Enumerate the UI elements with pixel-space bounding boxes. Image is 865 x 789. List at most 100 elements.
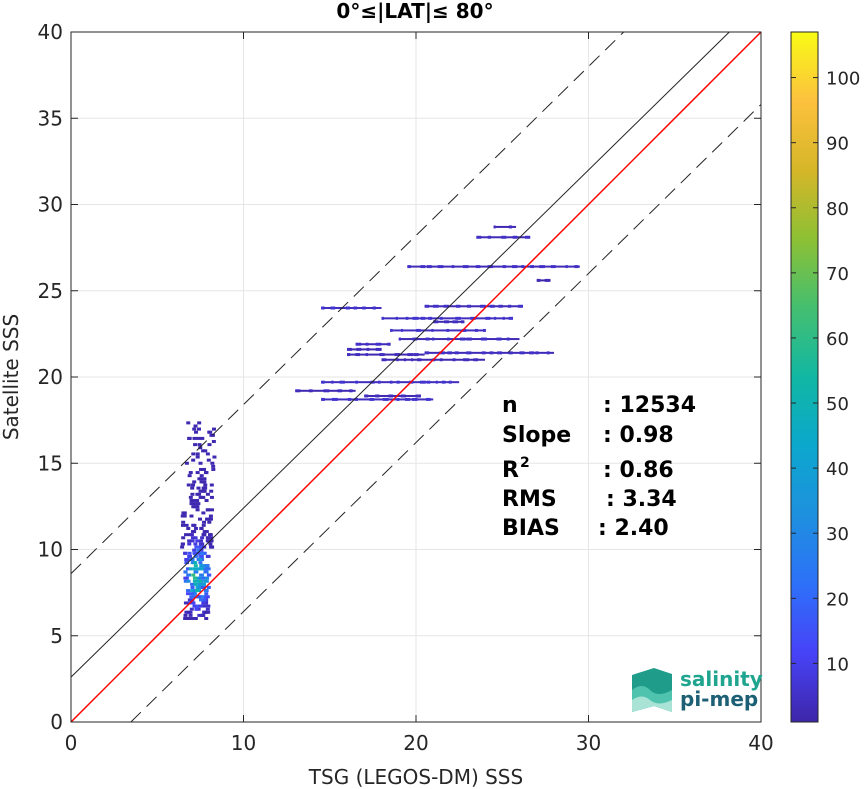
- heatmap-cell: [448, 380, 452, 384]
- y-axis-ticks: 0 5 10 15 20 25 30 35 40: [38, 20, 761, 734]
- heatmap-cell: [200, 567, 205, 571]
- heatmap-cell: [354, 397, 358, 401]
- heatmap-cell: [195, 492, 200, 496]
- heatmap-cell: [502, 316, 505, 320]
- heatmap-cell: [455, 316, 461, 320]
- heatmap-cell: [193, 424, 198, 428]
- heatmap-cell: [191, 458, 196, 462]
- x-axis-label: TSG (LEGOS-DM) SSS: [308, 765, 523, 789]
- x-tick-label: 20: [403, 731, 428, 755]
- heatmap-cell: [417, 358, 422, 362]
- heatmap-cell: [454, 351, 459, 355]
- heatmap-cell: [196, 486, 201, 490]
- heatmap-segment: [364, 394, 421, 398]
- line-upper-bound: [70, 31, 625, 575]
- heatmap-cell: [544, 278, 551, 282]
- heatmap-cell: [396, 380, 400, 384]
- heatmap-segment: [295, 389, 356, 393]
- heatmap-cell: [192, 551, 197, 555]
- x-tick-label: 40: [748, 731, 773, 755]
- heatmap-cell: [189, 533, 194, 537]
- heatmap-cell: [452, 320, 459, 324]
- colorbar-tick-label: 100: [826, 69, 860, 90]
- heatmap-cell: [189, 499, 194, 503]
- heatmap-cell: [193, 617, 198, 620]
- heatmap-cell: [398, 337, 401, 341]
- heatmap-cell: [202, 477, 207, 481]
- heatmap-cell: [192, 576, 197, 580]
- heatmap-cell: [190, 601, 195, 605]
- heatmap-cell: [203, 610, 208, 614]
- heatmap-cell: [209, 539, 214, 543]
- heatmap-cell: [207, 520, 212, 524]
- heatmap-cell: [466, 351, 472, 355]
- colorbar-tick-label: 40: [826, 459, 849, 480]
- heatmap-cell: [192, 567, 197, 571]
- heatmap-cell: [207, 430, 212, 434]
- heatmap-cell: [381, 358, 387, 362]
- heatmap-cell: [480, 337, 487, 341]
- heatmap-cell: [470, 316, 476, 320]
- heatmap-cell: [416, 328, 421, 332]
- heatmap-cell: [183, 551, 188, 555]
- heatmap-cell: [194, 607, 199, 611]
- heatmap-cell: [195, 539, 200, 543]
- heatmap-cell: [382, 397, 389, 401]
- logo-line1: salinity: [680, 667, 763, 691]
- heatmap-cell: [439, 351, 446, 355]
- heatmap-cell: [188, 495, 193, 499]
- heatmap-cell: [201, 523, 206, 527]
- heatmap-segment: [321, 306, 382, 310]
- stat-value: : 0.98: [603, 423, 674, 448]
- heatmap-cell: [493, 225, 517, 228]
- heatmap-cell: [502, 265, 507, 269]
- heatmap-cell: [439, 358, 443, 362]
- heatmap-cell: [364, 394, 369, 398]
- heatmap-cell: [199, 564, 204, 568]
- heatmap-cell: [321, 398, 434, 401]
- heatmap-cell: [432, 304, 439, 308]
- stat-value: : 0.86: [603, 458, 674, 483]
- heatmap-segment: [493, 225, 517, 229]
- heatmap-cell: [204, 499, 209, 503]
- heatmap-cell: [355, 353, 360, 357]
- heatmap-cell: [539, 265, 545, 269]
- heatmap-cell: [508, 225, 512, 229]
- x-tick-label: 10: [231, 731, 256, 755]
- heatmap-cell: [198, 489, 203, 493]
- heatmap-cell: [204, 530, 209, 534]
- heatmap-cell: [535, 351, 539, 355]
- wave-logo-icon: [632, 668, 672, 712]
- y-tick-label: 40: [38, 20, 63, 44]
- heatmap-cell: [194, 545, 199, 549]
- heatmap-cell: [205, 564, 210, 568]
- heatmap-cell: [460, 320, 465, 324]
- heatmap-cell: [407, 353, 414, 357]
- heatmap-cell: [347, 353, 351, 357]
- x-tick-label: 0: [65, 731, 78, 755]
- heatmap-cell: [184, 523, 189, 527]
- heatmap-cell: [183, 576, 188, 580]
- heatmap-cell: [191, 505, 196, 509]
- heatmap-cell: [198, 517, 203, 521]
- heatmap-cell: [198, 495, 203, 499]
- heatmap-cell: [431, 328, 434, 332]
- heatmap-cell: [190, 561, 195, 565]
- heatmap-cell: [339, 380, 345, 384]
- heatmap-cell: [186, 579, 191, 583]
- heatmap-cell: [202, 480, 207, 484]
- reference-lines: [70, 31, 762, 723]
- heatmap-cell: [201, 576, 206, 580]
- heatmap-cell: [529, 351, 535, 355]
- stat-value: : 3.34: [606, 487, 677, 512]
- heatmap-cell: [203, 576, 208, 580]
- colorbar-tick-label: 10: [826, 654, 849, 675]
- heatmap-cell: [202, 551, 207, 555]
- heatmap-cell: [190, 539, 195, 543]
- heatmap-cell: [349, 389, 353, 393]
- heatmap-cell: [451, 265, 455, 269]
- heatmap-cell: [574, 265, 579, 269]
- heatmap-cell: [184, 561, 189, 565]
- heatmap-cell: [199, 526, 204, 530]
- heatmap-cell: [426, 265, 432, 269]
